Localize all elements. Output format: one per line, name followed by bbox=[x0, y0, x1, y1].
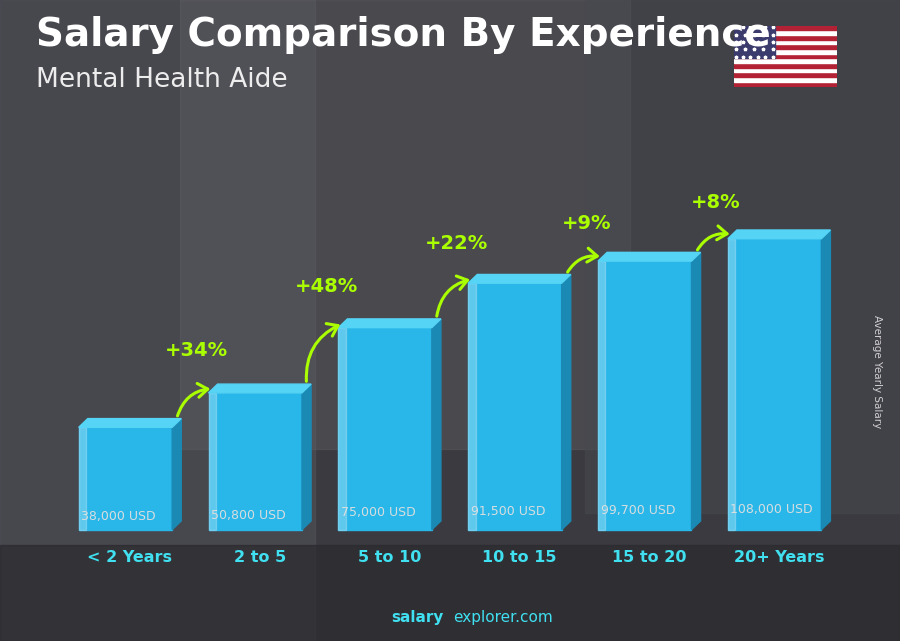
Text: +8%: +8% bbox=[691, 194, 741, 212]
Bar bbox=[734, 44, 837, 49]
Bar bbox=[734, 35, 837, 40]
Text: +22%: +22% bbox=[425, 235, 488, 253]
Bar bbox=[338, 328, 346, 529]
Bar bbox=[598, 261, 691, 529]
Text: Average Yearly Salary: Average Yearly Salary bbox=[872, 315, 883, 428]
Polygon shape bbox=[172, 419, 181, 529]
Bar bbox=[728, 238, 822, 529]
Text: 99,700 USD: 99,700 USD bbox=[600, 504, 675, 517]
Polygon shape bbox=[432, 319, 441, 529]
Text: 38,000 USD: 38,000 USD bbox=[81, 510, 156, 524]
Polygon shape bbox=[302, 384, 311, 529]
Bar bbox=[468, 283, 476, 529]
Bar bbox=[734, 26, 837, 30]
Bar bbox=[734, 54, 837, 58]
Text: +48%: +48% bbox=[295, 277, 358, 296]
Bar bbox=[338, 328, 432, 529]
FancyArrowPatch shape bbox=[177, 383, 208, 416]
Bar bbox=[734, 63, 837, 68]
Polygon shape bbox=[209, 384, 311, 393]
Text: 108,000 USD: 108,000 USD bbox=[731, 503, 813, 516]
FancyArrowPatch shape bbox=[306, 324, 338, 381]
Text: < 2 Years: < 2 Years bbox=[87, 550, 173, 565]
Bar bbox=[209, 393, 216, 529]
Bar bbox=[734, 30, 837, 35]
Text: explorer.com: explorer.com bbox=[453, 610, 553, 625]
Bar bbox=[0, 0, 315, 641]
Text: Mental Health Aide: Mental Health Aide bbox=[36, 67, 288, 94]
Polygon shape bbox=[468, 274, 571, 283]
Bar bbox=[209, 393, 302, 529]
Polygon shape bbox=[691, 253, 700, 529]
Text: salary: salary bbox=[392, 610, 444, 625]
Bar bbox=[728, 238, 735, 529]
Polygon shape bbox=[338, 319, 441, 328]
Polygon shape bbox=[78, 419, 181, 428]
Bar bbox=[598, 261, 606, 529]
Bar bbox=[734, 26, 775, 58]
Text: 50,800 USD: 50,800 USD bbox=[212, 509, 286, 522]
Text: 2 to 5: 2 to 5 bbox=[234, 550, 286, 565]
Bar bbox=[734, 49, 837, 54]
Text: 15 to 20: 15 to 20 bbox=[612, 550, 687, 565]
Text: 20+ Years: 20+ Years bbox=[734, 550, 824, 565]
Bar bbox=[734, 68, 837, 72]
Polygon shape bbox=[822, 230, 831, 529]
Bar bbox=[734, 77, 837, 82]
Bar bbox=[734, 58, 837, 63]
Text: 5 to 10: 5 to 10 bbox=[358, 550, 421, 565]
Text: +9%: +9% bbox=[562, 214, 611, 233]
Bar bbox=[734, 72, 837, 77]
Text: 91,500 USD: 91,500 USD bbox=[471, 504, 545, 518]
FancyArrowPatch shape bbox=[436, 276, 467, 316]
Text: +34%: +34% bbox=[166, 340, 229, 360]
Polygon shape bbox=[598, 253, 700, 261]
FancyArrowPatch shape bbox=[698, 226, 727, 250]
Bar bbox=[734, 40, 837, 44]
Text: 10 to 15: 10 to 15 bbox=[482, 550, 557, 565]
Bar bbox=[180, 0, 630, 449]
Polygon shape bbox=[728, 230, 831, 238]
Text: Salary Comparison By Experience: Salary Comparison By Experience bbox=[36, 16, 770, 54]
Bar bbox=[78, 428, 86, 529]
FancyArrowPatch shape bbox=[568, 248, 598, 272]
Polygon shape bbox=[562, 274, 571, 529]
Bar bbox=[734, 82, 837, 87]
Text: 75,000 USD: 75,000 USD bbox=[341, 506, 416, 519]
Bar bbox=[0, 545, 900, 641]
Bar bbox=[468, 283, 562, 529]
Bar bbox=[78, 428, 172, 529]
Bar bbox=[585, 0, 900, 513]
